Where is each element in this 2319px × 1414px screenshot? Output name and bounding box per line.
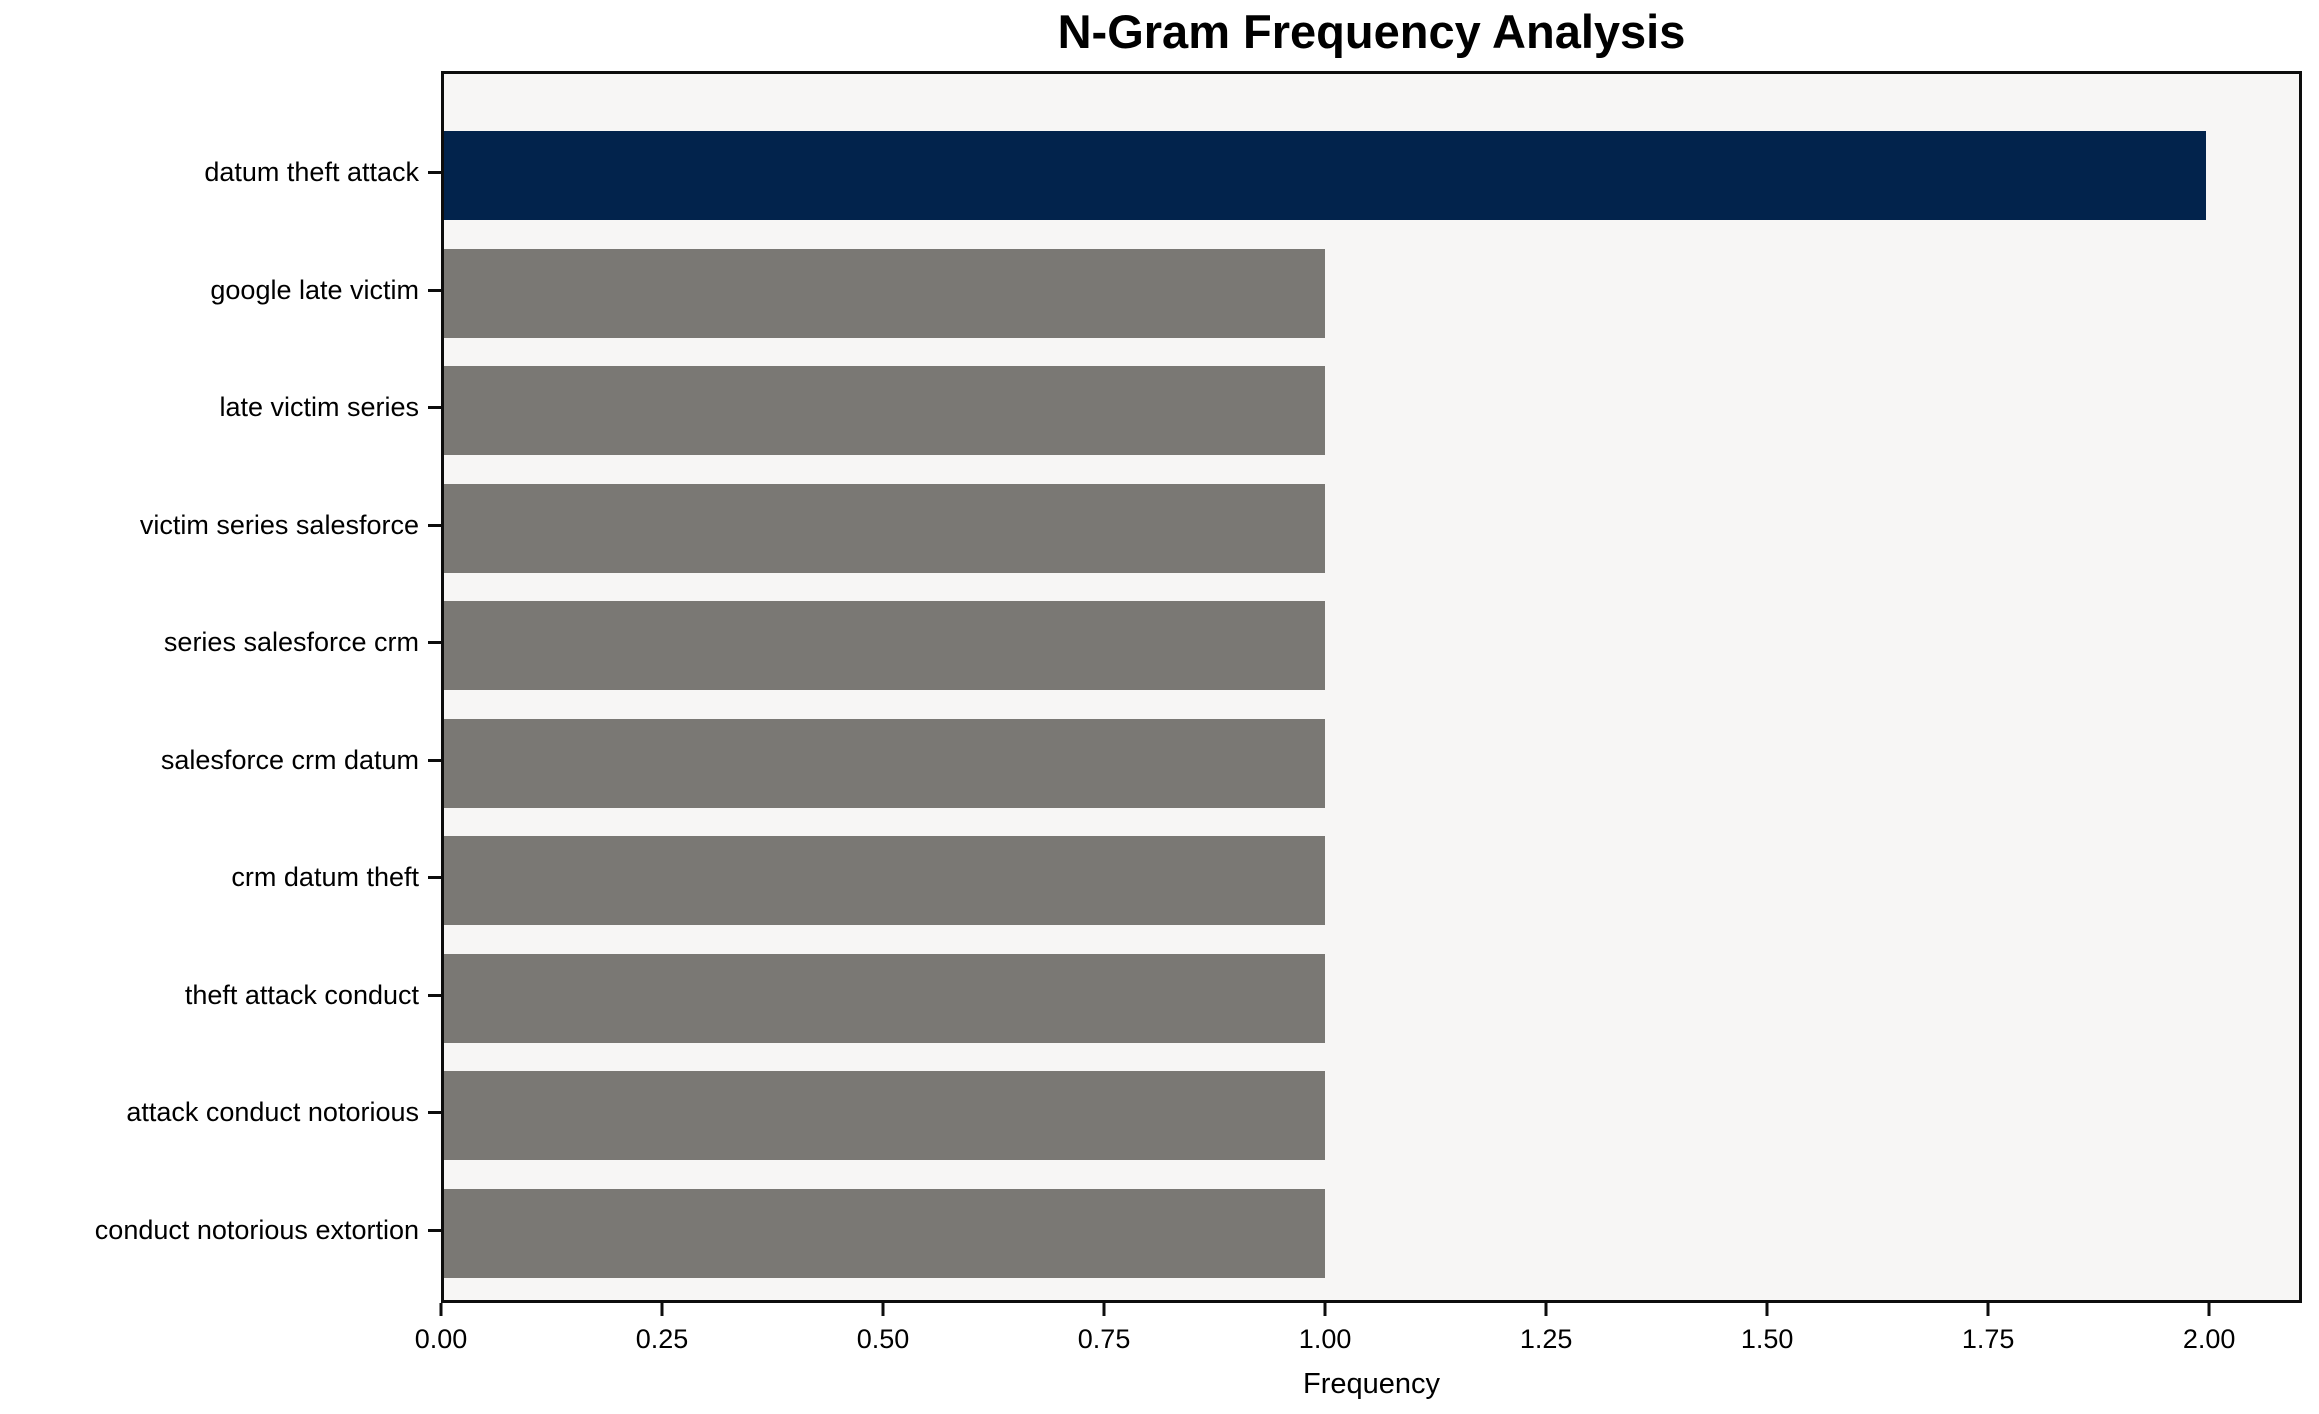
y-tick-mark (428, 288, 441, 292)
y-label-row: theft attack conduct (0, 951, 441, 1040)
x-tick-mark (1544, 1303, 1548, 1316)
y-label-row: crm datum theft (0, 833, 441, 922)
y-tick-label: conduct notorious extortion (94, 1214, 419, 1245)
y-tick-label: series salesforce crm (163, 627, 419, 657)
x-tick-mark (660, 1303, 664, 1316)
y-tick-mark (428, 523, 441, 527)
x-tick-label: 0.25 (635, 1324, 689, 1354)
x-tick-label: 1.75 (1961, 1324, 2015, 1354)
bar (444, 248, 1326, 338)
x-tick-mark (1765, 1303, 1769, 1316)
x-tick-label: 1.50 (1740, 1324, 1794, 1354)
y-label-row: attack conduct notorious (0, 1068, 441, 1157)
y-tick-mark (428, 993, 441, 997)
x-tick-label: 0.50 (856, 1324, 910, 1354)
y-label-row: late victim series (0, 363, 441, 452)
bar (444, 836, 1326, 925)
y-label-row: victim series salesforce (0, 481, 441, 570)
x-tick-mark (881, 1303, 885, 1316)
x-tick-mark (2207, 1303, 2211, 1316)
x-tick-label: 1.00 (1298, 1324, 1352, 1354)
bar (444, 1071, 1326, 1160)
x-axis-title: Frequency (1302, 1368, 1440, 1400)
y-tick-label: salesforce crm datum (160, 744, 419, 775)
x-tick-label: 2.00 (2182, 1324, 2236, 1354)
y-axis-labels: datum theft attack google late victim late… (0, 71, 441, 1303)
bar (444, 1188, 1326, 1278)
chart-title: N-Gram Frequency Analysis (1057, 5, 1686, 58)
y-tick-mark (428, 1111, 441, 1114)
x-tick-label: 0.75 (1077, 1324, 1131, 1354)
y-tick-label: crm datum theft (231, 862, 419, 892)
y-label-row: salesforce crm datum (0, 716, 441, 805)
x-tick-label: 0.00 (414, 1324, 468, 1354)
y-tick-mark (428, 406, 441, 409)
y-tick-label: datum theft attack (204, 157, 419, 187)
y-label-row: series salesforce crm (0, 598, 441, 687)
y-label-row: google late victim (0, 246, 441, 335)
y-label-row: conduct notorious extortion (0, 1186, 441, 1275)
bar (444, 601, 1326, 690)
y-tick-mark (428, 876, 441, 879)
bar (444, 366, 1326, 455)
x-tick-mark (1986, 1303, 1990, 1316)
y-tick-label: google late victim (210, 274, 419, 305)
bar (444, 483, 1326, 573)
plot-area (441, 71, 2302, 1303)
y-tick-mark (428, 758, 441, 762)
y-tick-label: attack conduct notorious (126, 1097, 419, 1127)
y-tick-label: theft attack conduct (184, 979, 419, 1010)
y-tick-mark (428, 641, 441, 644)
x-tick-mark (1323, 1303, 1327, 1316)
x-tick-mark (439, 1303, 443, 1316)
y-tick-mark (428, 171, 441, 174)
bar (444, 718, 1326, 808)
x-tick-label: 1.25 (1519, 1324, 1573, 1354)
x-tick-mark (1102, 1303, 1106, 1316)
x-axis: 0.00 0.25 0.50 0.75 1.00 1.25 1.50 1.75 2.00 (415, 1303, 2302, 1373)
bar (444, 953, 1326, 1043)
y-label-row: datum theft attack (0, 128, 441, 217)
y-tick-label: victim series salesforce (139, 509, 419, 540)
y-tick-label: late victim series (219, 392, 419, 422)
bar (444, 131, 2207, 220)
y-tick-mark (428, 1228, 441, 1232)
